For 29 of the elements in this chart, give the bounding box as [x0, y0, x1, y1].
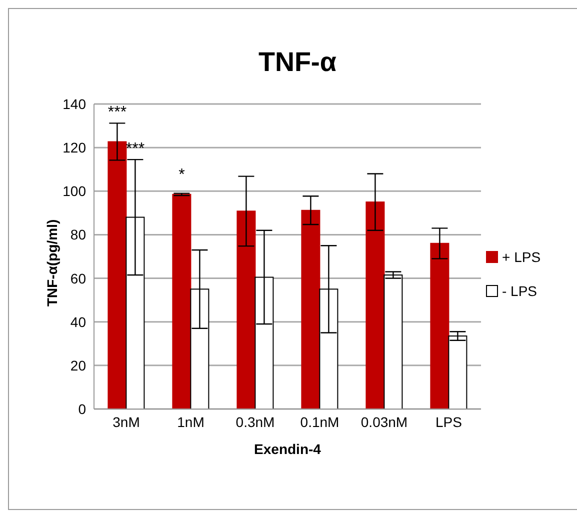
- bar: [430, 242, 450, 409]
- chart-title: TNF-α: [257, 47, 338, 78]
- legend-label: + LPS: [502, 249, 541, 265]
- y-axis-title: TNF-α(pg/ml): [44, 219, 60, 306]
- bar: [236, 210, 256, 409]
- y-tick-label: 40: [70, 314, 86, 330]
- y-tick-label: 0: [78, 400, 86, 417]
- legend-label: - LPS: [502, 283, 538, 299]
- annotation: *: [178, 166, 185, 184]
- annotation: ***: [108, 104, 127, 122]
- bar: [366, 202, 385, 409]
- y-tick-label: 140: [62, 96, 86, 112]
- y-tick-label: 60: [70, 270, 86, 286]
- x-tick-label: 3nM: [112, 414, 140, 430]
- bar: [448, 336, 468, 409]
- bar: [172, 194, 192, 409]
- x-tick-label: 1nM: [177, 414, 204, 430]
- y-tick-label: 20: [70, 357, 86, 374]
- x-tick-label: 0.1nM: [300, 414, 340, 430]
- y-tick-label: 120: [62, 140, 86, 156]
- y-tick-label: 100: [62, 183, 86, 200]
- x-axis-title: Exendin-4: [254, 441, 322, 457]
- x-tick-label: 0.03nM: [360, 414, 408, 430]
- bar: [384, 274, 403, 409]
- y-tick-label: 80: [70, 226, 86, 243]
- x-tick-label: LPS: [436, 414, 462, 430]
- x-tick-label: 0.3nM: [236, 414, 275, 430]
- bar: [108, 141, 127, 409]
- bar: [301, 210, 320, 409]
